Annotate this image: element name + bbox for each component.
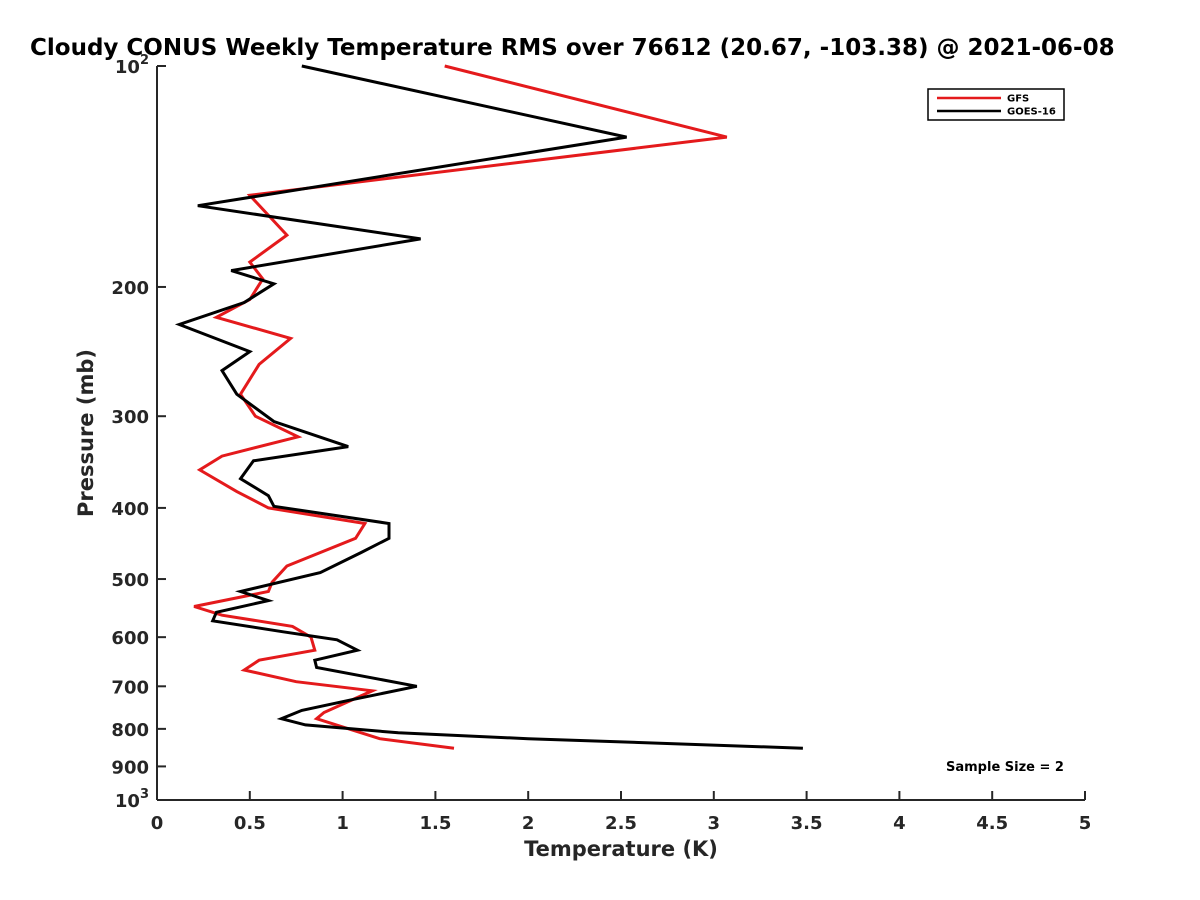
y-tick-label: 800 <box>111 720 149 741</box>
x-tick-label: 0 <box>151 813 164 834</box>
y-tick-label: 103 <box>115 787 149 812</box>
x-tick-label: 3 <box>708 813 721 834</box>
y-tick-label: 500 <box>111 570 149 591</box>
x-tick-label: 1.5 <box>419 813 451 834</box>
y-tick-label: 300 <box>111 407 149 428</box>
x-tick-label: 2.5 <box>605 813 637 834</box>
y-tick-label-base: 900 <box>111 757 149 778</box>
x-tick-label: 4 <box>893 813 906 834</box>
y-tick-label: 700 <box>111 677 149 698</box>
y-tick-label-base: 800 <box>111 720 149 741</box>
y-tick-label: 600 <box>111 628 149 649</box>
y-axis-label: Pressure (mb) <box>74 349 98 517</box>
x-tick-label: 3.5 <box>791 813 823 834</box>
series-line-goes-16 <box>174 64 803 750</box>
chart-title: Cloudy CONUS Weekly Temperature RMS over… <box>30 35 1115 61</box>
axes <box>156 66 1085 801</box>
series-line-gfs <box>193 64 728 750</box>
series-layer <box>174 64 803 750</box>
y-tick-label-base: 200 <box>111 278 149 299</box>
y-tick-label-base: 600 <box>111 628 149 649</box>
legend-entries: GFS GOES-16 <box>937 94 1056 118</box>
y-tick-label-exponent: 2 <box>140 53 149 68</box>
x-axis-label: Temperature (K) <box>524 837 718 861</box>
y-tick-label-base: 10 <box>115 791 140 812</box>
x-tick-label: 5 <box>1079 813 1092 834</box>
x-tick-label: 2 <box>522 813 535 834</box>
y-tick-label: 200 <box>111 278 149 299</box>
legend-box <box>927 88 1065 121</box>
legend-label: GFS <box>1007 94 1029 105</box>
y-tick-label: 900 <box>111 757 149 778</box>
y-tick-label: 400 <box>111 499 149 520</box>
x-tick-label: 4.5 <box>976 813 1008 834</box>
y-tick-label-base: 500 <box>111 570 149 591</box>
sample-size-annotation: Sample Size = 2 <box>946 760 1064 775</box>
y-tick-label-base: 300 <box>111 407 149 428</box>
y-tick-label-base: 400 <box>111 499 149 520</box>
x-tick-label: 1 <box>336 813 349 834</box>
x-tick-label: 0.5 <box>234 813 266 834</box>
legend-label: GOES-16 <box>1007 107 1056 118</box>
y-tick-label: 102 <box>115 53 149 78</box>
y-tick-label-base: 700 <box>111 677 149 698</box>
x-ticks: 0 0.5 1 1.5 2 2.5 3 3.5 4 4.5 5 <box>151 791 1092 834</box>
legend: GFS GOES-16 <box>927 88 1065 121</box>
y-tick-label-base: 10 <box>115 57 140 78</box>
y-tick-label-exponent: 3 <box>140 787 149 802</box>
